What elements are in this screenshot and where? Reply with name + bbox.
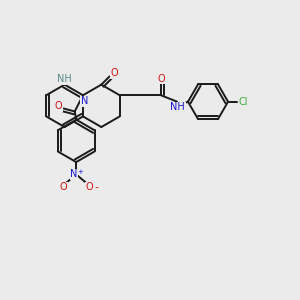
Text: Cl: Cl (238, 97, 248, 107)
Text: O: O (157, 74, 165, 84)
Text: NH: NH (170, 102, 185, 112)
Text: O: O (110, 68, 118, 78)
Text: O: O (85, 182, 93, 192)
Text: N: N (81, 96, 88, 106)
Text: O: O (55, 101, 62, 111)
Text: NH: NH (57, 74, 72, 84)
Text: -: - (94, 182, 98, 192)
Text: O: O (60, 182, 68, 192)
Text: N: N (70, 169, 77, 179)
Text: +: + (77, 169, 83, 175)
